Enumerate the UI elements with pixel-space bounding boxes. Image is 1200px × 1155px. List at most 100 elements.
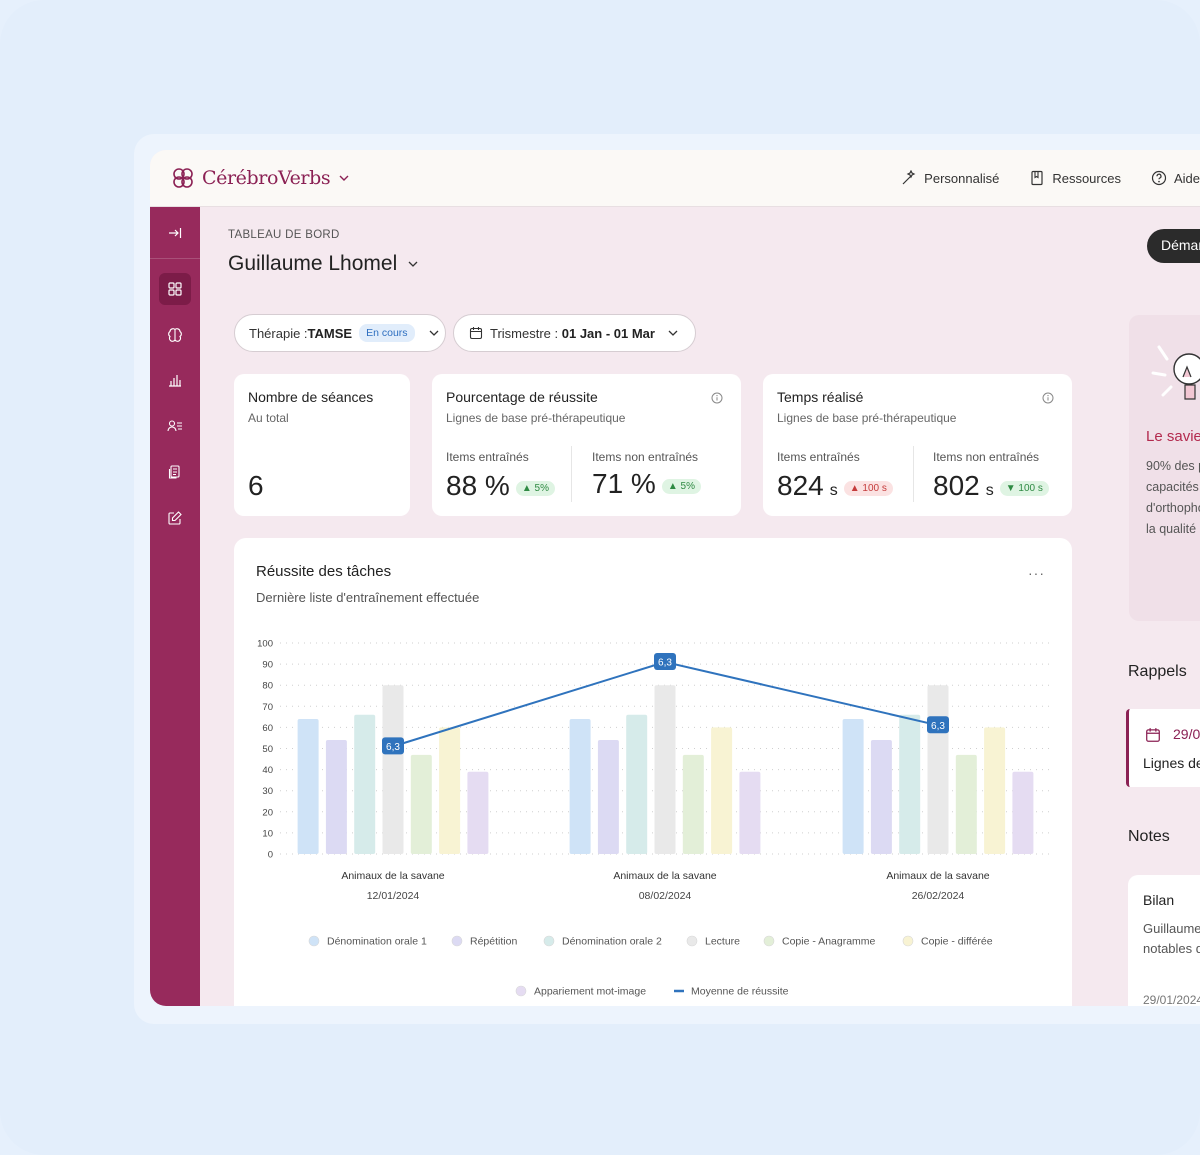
info-icon[interactable]: [711, 392, 723, 404]
sidebar-item-edit[interactable]: [159, 502, 191, 534]
info-icon[interactable]: [1042, 392, 1054, 404]
success-untrained-value: 71 %: [592, 468, 656, 499]
top-actions: Personnalisé Ressources Aide: [901, 170, 1200, 186]
reminder-item[interactable]: 29/01/2024 Lignes de base: [1126, 709, 1200, 787]
breadcrumb: TABLEAU DE BORD: [228, 229, 340, 241]
legend-swatch: [686, 935, 698, 947]
stat-divider: [913, 446, 914, 502]
time-untrained-value: 802: [933, 470, 980, 501]
legend-label: Lecture: [705, 936, 740, 948]
chevron-down-icon: [408, 261, 418, 267]
therapy-filter[interactable]: Thérapie : TAMSE En cours: [234, 314, 446, 352]
note-text: Guillaume a fait des progrès notables da…: [1143, 921, 1200, 956]
time-untrained-unit: s: [985, 482, 994, 499]
resources-button[interactable]: Ressources: [1029, 170, 1121, 186]
bar: [439, 727, 461, 854]
lightbulb-icon: [1151, 345, 1200, 400]
success-card: Pourcentage de réussite Lignes de base p…: [432, 374, 741, 516]
bar: [597, 740, 619, 854]
help-button[interactable]: Aide: [1151, 170, 1200, 186]
sidebar-item-dashboard[interactable]: [159, 273, 191, 305]
note-title: Bilan: [1143, 892, 1175, 908]
success-trained-delta-badge: ▲ 5%: [515, 481, 555, 496]
calendar-icon: [469, 327, 483, 340]
reminders-title: Rappels: [1128, 663, 1187, 680]
therapy-label: Thérapie :: [249, 325, 308, 341]
app-window: CérébroVerbs Personnalisé Ressources Aid…: [150, 150, 1200, 1006]
success-trained-label: Items entraînés: [446, 450, 529, 464]
documents-icon: [168, 465, 180, 479]
time-title: Temps réalisé: [777, 389, 864, 405]
sidebar: [150, 207, 200, 1006]
magic-wand-icon: [902, 170, 916, 185]
reminder-date: 29/01/2024: [1173, 726, 1200, 742]
chart-title: Réussite des tâches: [256, 563, 392, 580]
note-card[interactable]: Bilan Guillaume a fait des progrès notab…: [1128, 875, 1200, 1006]
time-subtitle: Lignes de base pré-thérapeutique: [777, 411, 957, 425]
y-tick-label: 0: [268, 850, 273, 861]
start-session-button[interactable]: Démarrer: [1147, 229, 1200, 263]
resources-label: Ressources: [1052, 170, 1121, 186]
tip-title: Le saviez-vous ?: [1146, 428, 1200, 445]
bar: [842, 718, 864, 854]
bar: [626, 714, 648, 854]
more-options-button[interactable]: ···: [1028, 565, 1045, 581]
success-untrained-delta-badge: ▲ 5%: [661, 479, 701, 494]
bar: [297, 718, 319, 854]
bar: [984, 727, 1006, 854]
bar: [410, 754, 432, 854]
help-label: Aide: [1173, 170, 1200, 186]
y-tick-label: 50: [262, 744, 273, 755]
collapse-arrow-icon: [169, 228, 182, 238]
personalise-button[interactable]: Personnalisé: [901, 170, 999, 186]
average-point-badge: [382, 737, 404, 755]
book-icon: [1031, 170, 1043, 186]
bar: [354, 714, 376, 854]
sidebar-collapse-button[interactable]: [159, 217, 191, 249]
time-trained-value: 824: [777, 470, 824, 501]
legend-swatch: [902, 935, 914, 947]
period-value: 01 Jan - 01 Mar: [561, 325, 655, 341]
x-date-label: 12/01/2024: [367, 890, 420, 902]
sidebar-divider: [150, 258, 200, 259]
time-trained-value-row: 824 s ▲ 100 s: [777, 470, 893, 502]
x-date-label: 26/02/2024: [912, 890, 965, 902]
patient-name: Guillaume Lhomel: [228, 252, 398, 275]
bar: [569, 718, 591, 854]
edit-icon: [168, 511, 182, 525]
y-tick-label: 100: [257, 639, 273, 650]
y-tick-label: 20: [262, 807, 273, 818]
sessions-card: Nombre de séances Au total 6: [234, 374, 410, 516]
legend-swatch: [451, 935, 463, 947]
sidebar-item-patients[interactable]: [159, 410, 191, 442]
personalise-label: Personnalisé: [924, 170, 1000, 186]
sessions-title: Nombre de séances: [248, 389, 374, 405]
brand-switcher[interactable]: CérébroVerbs: [170, 165, 350, 191]
bar: [955, 754, 977, 854]
sidebar-item-documents[interactable]: [159, 456, 191, 488]
sidebar-item-stats[interactable]: [159, 364, 191, 396]
success-title: Pourcentage de réussite: [446, 389, 598, 405]
chevron-down-icon: [668, 330, 678, 336]
average-point-badge: [927, 716, 949, 734]
period-filter[interactable]: Trismestre : 01 Jan - 01 Mar: [453, 314, 696, 352]
bar: [899, 714, 921, 854]
top-bar: CérébroVerbs Personnalisé Ressources Aid…: [150, 150, 1200, 207]
x-category-label: Animaux de la savane: [341, 870, 444, 882]
help-circle-icon: [1151, 170, 1167, 186]
sidebar-item-therapy[interactable]: [159, 319, 191, 351]
task-success-chart: 0 10 20 30 40 50 60 70 80 90 100 Animaux de la sava…: [257, 639, 1052, 998]
brand-name: CérébroVerbs: [202, 167, 331, 189]
tip-card: Le saviez-vous ? 90% des patients ont re…: [1129, 315, 1200, 621]
bar: [870, 740, 892, 854]
bar-chart-icon: [169, 375, 181, 387]
bar: [1012, 771, 1034, 854]
patient-selector[interactable]: Guillaume Lhomel: [228, 252, 419, 276]
average-point-label: 6,3: [658, 657, 672, 668]
x-category-label: Animaux de la savane: [886, 870, 989, 882]
y-tick-label: 70: [262, 702, 273, 713]
time-untrained-value-row: 802 s ▼ 100 s: [933, 470, 1049, 502]
therapy-status-badge: En cours: [359, 324, 415, 342]
y-tick-label: 30: [262, 786, 273, 797]
chevron-down-icon: [339, 175, 349, 181]
